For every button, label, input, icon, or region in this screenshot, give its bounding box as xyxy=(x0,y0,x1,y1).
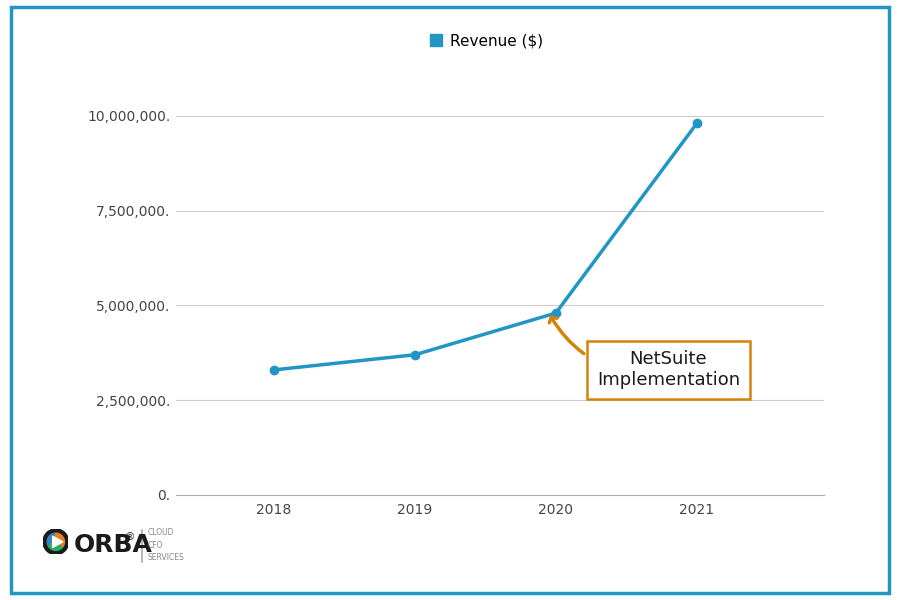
Text: NetSuite
Implementation: NetSuite Implementation xyxy=(549,317,740,389)
Wedge shape xyxy=(44,530,56,548)
Revenue ($) xyxy=(691,120,702,127)
Line: Revenue ($): Revenue ($) xyxy=(270,119,701,374)
Wedge shape xyxy=(46,542,66,553)
Text: ORBA: ORBA xyxy=(74,533,153,557)
Polygon shape xyxy=(52,536,63,548)
Revenue ($) xyxy=(410,351,420,358)
Legend: Revenue ($): Revenue ($) xyxy=(424,27,549,55)
Text: ®: ® xyxy=(124,532,134,542)
Revenue ($) xyxy=(269,366,280,373)
Wedge shape xyxy=(56,530,68,548)
Revenue ($) xyxy=(551,310,562,317)
Text: CLOUD
CFO
SERVICES: CLOUD CFO SERVICES xyxy=(148,529,184,562)
